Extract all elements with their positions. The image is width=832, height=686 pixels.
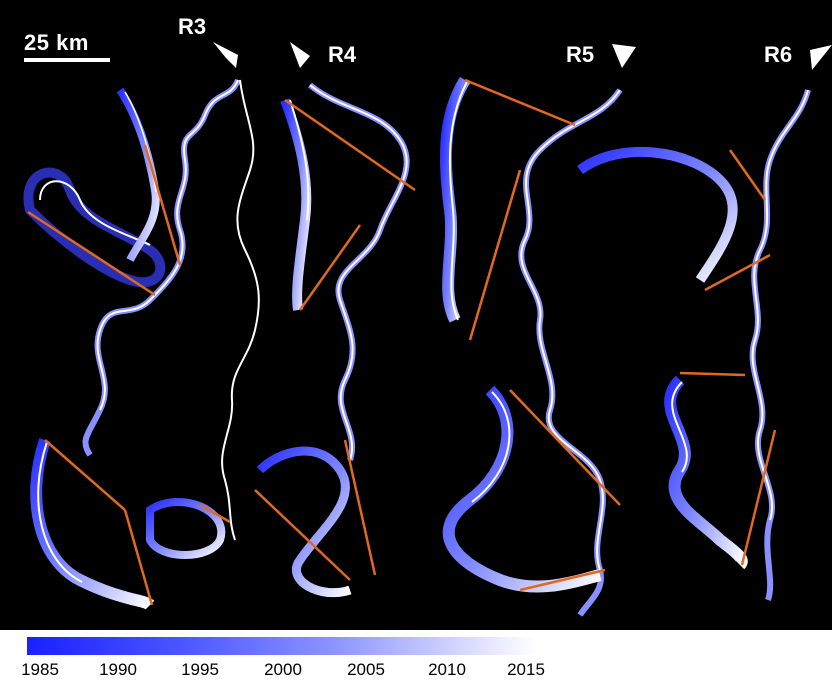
meander-loop-bottomleft [30, 438, 226, 611]
river-R6 [577, 89, 811, 601]
scale-bar-line [24, 58, 110, 62]
flow-arrow-icon [612, 44, 636, 68]
river-R5 [439, 76, 623, 617]
colorbar-ticks: 1985 1990 1995 2000 2005 2010 2015 [0, 660, 832, 684]
colorbar-tick: 2005 [347, 660, 385, 679]
colorbar-tick: 2000 [264, 660, 302, 679]
colorbar-tick: 1985 [21, 660, 59, 679]
reach-label-R5: R5 [566, 42, 595, 67]
colorbar-tick: 2015 [507, 660, 545, 679]
figure-panel: 25 km R3 R4 R5 R6 [0, 0, 832, 630]
flow-arrow-icon [290, 42, 310, 68]
reach-label-R3: R3 [178, 14, 207, 39]
reach-label-R4: R4 [328, 42, 357, 67]
colorbar-tick: 1990 [99, 660, 137, 679]
river-R3 [82, 78, 260, 541]
colorbar-tick: 1995 [181, 660, 219, 679]
cutoff-lines [27, 78, 777, 606]
scale-bar-label: 25 km [24, 30, 89, 55]
river-R4 [256, 82, 410, 598]
meander-loop-topleft [23, 87, 166, 288]
colorbar-tick: 2010 [428, 660, 466, 679]
flow-arrow-icon [213, 42, 238, 68]
year-colorbar [27, 637, 536, 655]
flow-arrow-icon [810, 45, 832, 70]
scale-bar: 25 km [24, 30, 110, 62]
reach-label-R6: R6 [764, 42, 793, 67]
river-migration-map [23, 42, 832, 617]
flow-arrows [213, 42, 832, 70]
